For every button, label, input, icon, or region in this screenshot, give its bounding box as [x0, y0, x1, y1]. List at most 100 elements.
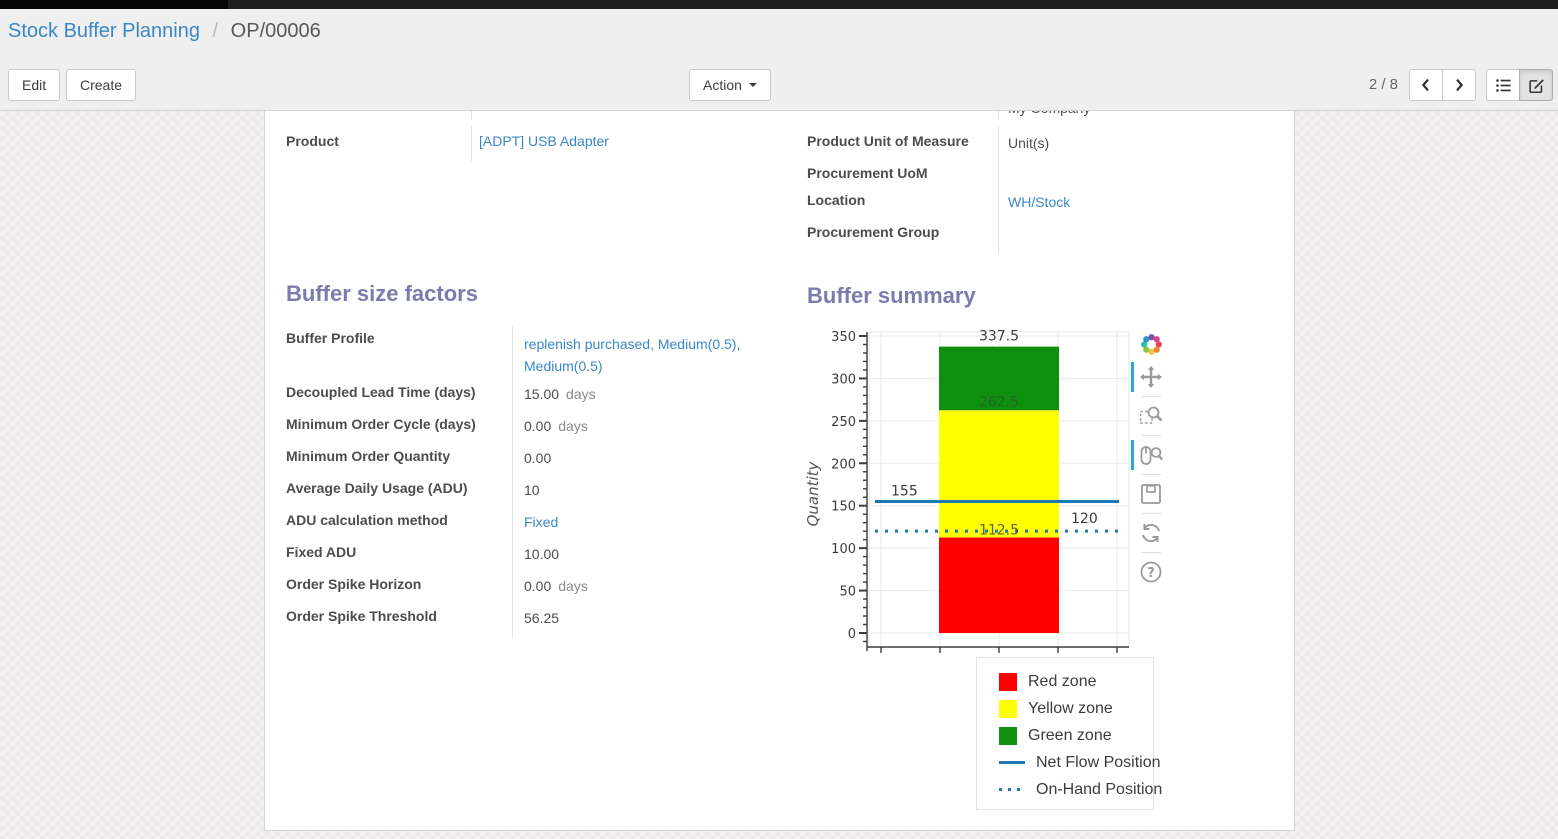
toolbar-separator — [1141, 513, 1161, 514]
list-view-button[interactable] — [1486, 69, 1520, 101]
svg-text:?: ? — [1147, 566, 1155, 581]
reset-tool-icon[interactable] — [1131, 518, 1171, 548]
adu-calculation-method-label: ADU calculation method — [286, 512, 448, 528]
product-uom-field-value: Unit(s) — [1008, 135, 1050, 151]
legend-label: On-Hand Position — [1036, 780, 1163, 798]
svg-text:150: 150 — [831, 500, 856, 515]
breadcrumb-current: OP/00006 — [230, 20, 321, 42]
view-switcher — [1486, 69, 1553, 101]
bokeh-logo-icon[interactable] — [1131, 330, 1171, 358]
svg-text:262.5: 262.5 — [979, 394, 1019, 410]
caret-down-icon — [748, 83, 757, 87]
legend-item-green-zone: Green zone — [999, 722, 1153, 749]
svg-text:350: 350 — [831, 330, 856, 345]
action-dropdown-button[interactable]: Action — [689, 69, 771, 101]
box-zoom-tool-icon[interactable] — [1131, 401, 1171, 431]
label-column-divider — [512, 326, 513, 638]
svg-text:120: 120 — [1071, 511, 1098, 527]
legend-label: Green zone — [1028, 726, 1112, 744]
average-daily-usage-label: Average Daily Usage (ADU) — [286, 480, 468, 496]
product-field-label: Product — [286, 133, 339, 149]
minimum-order-cycle-label: Minimum Order Cycle (days) — [286, 416, 476, 432]
column-divider-stub — [998, 111, 999, 120]
uom-suffix: days — [566, 386, 596, 402]
breadcrumb-separator: / — [212, 20, 219, 42]
location-field-value-link[interactable]: WH/Stock — [1008, 194, 1071, 210]
form-sheet: My Company Product [ADPT] USB Adapter Pr… — [264, 111, 1295, 831]
company-field-clipped-value: My Company — [1008, 111, 1138, 119]
order-spike-horizon-value: 0.00 days — [524, 578, 588, 594]
legend-item-red-zone: Red zone — [999, 668, 1153, 695]
adu-calculation-method-value-link[interactable]: Fixed — [524, 514, 559, 530]
pager-previous-button[interactable] — [1409, 69, 1443, 101]
pager-value: 2 / 8 — [1368, 76, 1398, 93]
minimum-order-cycle-value: 0.00 days — [524, 418, 588, 434]
list-view-icon — [1495, 78, 1511, 92]
svg-text:100: 100 — [831, 542, 856, 557]
green-zone-swatch — [999, 726, 1017, 745]
minimum-order-quantity-value: 0.00 — [524, 450, 552, 466]
svg-text:0: 0 — [848, 627, 856, 642]
uom-suffix: days — [558, 578, 588, 594]
create-button[interactable]: Create — [66, 69, 137, 101]
procurement-uom-field-label: Procurement UoM — [807, 165, 928, 181]
yellow-zone-swatch — [999, 699, 1017, 718]
chevron-right-icon — [1456, 78, 1464, 92]
procurement-group-field-label: Procurement Group — [807, 224, 940, 240]
svg-text:337.5: 337.5 — [979, 329, 1019, 345]
toolbar-separator — [1141, 396, 1161, 397]
legend-item-on-hand: On-Hand Position — [999, 776, 1162, 803]
svg-text:50: 50 — [839, 585, 856, 600]
net-flow-line-swatch — [999, 761, 1025, 764]
svg-text:155: 155 — [891, 483, 918, 499]
average-daily-usage-value: 10 — [524, 482, 540, 498]
fixed-adu-value: 10.00 — [524, 546, 560, 562]
form-view-icon — [1528, 78, 1544, 93]
pan-tool-icon[interactable] — [1131, 362, 1171, 392]
decoupled-lead-time-value: 15.00 days — [524, 386, 596, 402]
pager-next-button[interactable] — [1442, 69, 1476, 101]
order-spike-threshold-label: Order Spike Threshold — [286, 608, 437, 624]
uom-suffix: days — [558, 418, 588, 434]
breadcrumb: Stock Buffer Planning / OP/00006 — [8, 20, 321, 43]
wheel-zoom-tool-icon[interactable] — [1131, 440, 1171, 470]
buffer-profile-label: Buffer Profile — [286, 330, 375, 346]
column-divider-stub — [471, 111, 472, 120]
location-field-label: Location — [807, 192, 866, 208]
app-top-bar-active-segment — [0, 0, 228, 9]
label-column-divider — [998, 125, 999, 253]
decoupled-lead-time-label: Decoupled Lead Time (days) — [286, 384, 476, 400]
app-top-bar — [0, 0, 1558, 9]
edit-button[interactable]: Edit — [8, 69, 61, 101]
product-uom-field-label: Product Unit of Measure — [807, 133, 969, 149]
buffer-summary-chart[interactable]: 337.5 262.5 112.5 155 120 0 50 100 150 200 250 300 3… — [801, 328, 1141, 656]
chart-toolbar: ? — [1131, 328, 1171, 589]
buffer-profile-value-link[interactable]: replenish purchased, Medium(0.5), Medium… — [524, 336, 741, 374]
legend-item-net-flow: Net Flow Position — [999, 749, 1161, 776]
minimum-order-quantity-label: Minimum Order Quantity — [286, 448, 451, 464]
on-hand-line-swatch — [999, 788, 1025, 791]
form-view-button[interactable] — [1519, 69, 1553, 101]
legend-label: Net Flow Position — [1036, 753, 1161, 771]
breadcrumb-parent-link[interactable]: Stock Buffer Planning — [8, 20, 200, 42]
chart-legend: Red zone Yellow zone Green zone Net Flow… — [976, 657, 1162, 810]
svg-text:112.5: 112.5 — [979, 523, 1019, 539]
toolbar-separator — [1141, 435, 1161, 436]
save-tool-icon[interactable] — [1131, 479, 1171, 509]
buffer-size-factors-title: Buffer size factors — [286, 281, 478, 306]
help-tool-icon[interactable]: ? — [1131, 557, 1171, 587]
control-panel: Stock Buffer Planning / OP/00006 Edit Cr… — [0, 9, 1558, 111]
svg-text:250: 250 — [831, 415, 856, 430]
pager-buttons — [1409, 69, 1476, 101]
red-zone-swatch — [999, 672, 1017, 691]
order-spike-threshold-value: 56.25 — [524, 610, 560, 626]
legend-label: Yellow zone — [1028, 699, 1113, 717]
svg-text:300: 300 — [831, 372, 856, 387]
fixed-adu-label: Fixed ADU — [286, 544, 357, 560]
svg-text:Quantity: Quantity — [804, 460, 822, 526]
product-field-value-link[interactable]: [ADPT] USB Adapter — [479, 133, 609, 149]
buffer-summary-title: Buffer summary — [807, 283, 976, 308]
legend-label: Red zone — [1028, 672, 1097, 690]
chevron-left-icon — [1421, 78, 1429, 92]
